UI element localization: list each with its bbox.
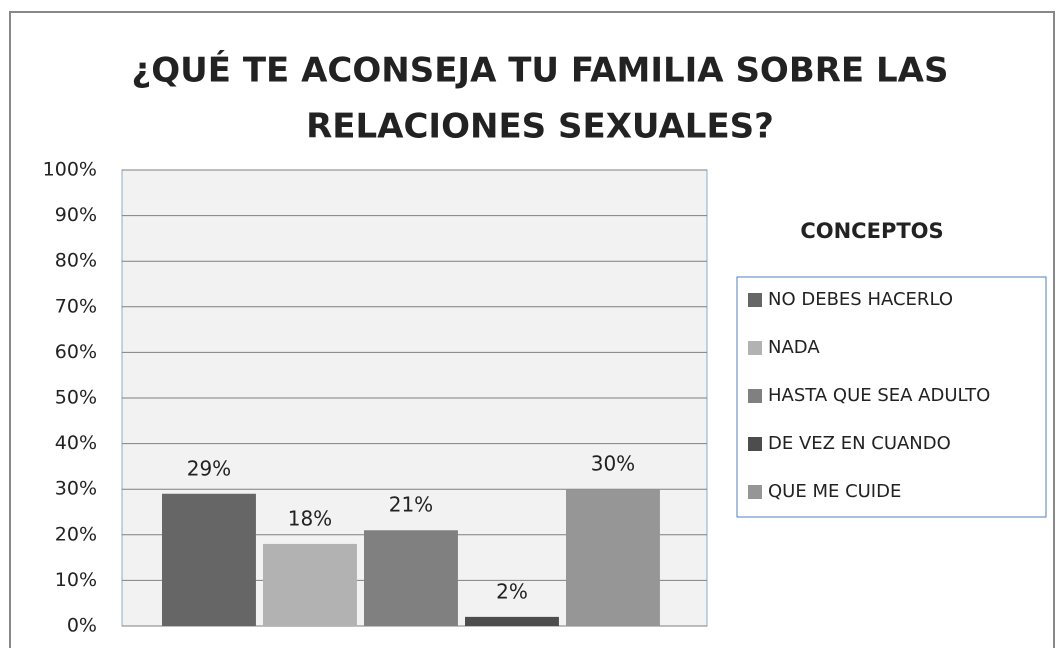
- y-tick-label: 20%: [55, 523, 97, 545]
- bar: [465, 616, 559, 626]
- legend-label: HASTA QUE SEA ADULTO: [768, 385, 990, 406]
- y-tick-label: 100%: [43, 159, 97, 181]
- y-tick-label: 80%: [55, 250, 97, 272]
- legend-swatch: [748, 389, 762, 403]
- y-tick-label: 70%: [55, 295, 97, 317]
- legend-swatch: [748, 437, 762, 451]
- bar: [364, 530, 458, 626]
- legend-title: CONCEPTOS: [800, 219, 943, 243]
- chart-title: RELACIONES SEXUALES?: [306, 107, 774, 147]
- data-label: 30%: [591, 452, 635, 476]
- legend-label: DE VEZ EN CUANDO: [768, 433, 951, 454]
- header-crop: [10, 0, 1054, 11]
- y-tick-label: 60%: [55, 341, 97, 363]
- legend-label: NADA: [768, 337, 820, 358]
- legend-label: NO DEBES HACERLO: [768, 289, 953, 310]
- chart-title: ¿QUÉ TE ACONSEJA TU FAMILIA SOBRE LAS: [132, 50, 949, 91]
- y-tick-label: 50%: [55, 387, 97, 409]
- legend-swatch: [748, 341, 762, 355]
- data-label: 29%: [187, 456, 231, 480]
- legend-swatch: [748, 293, 762, 307]
- data-label: 18%: [288, 506, 332, 530]
- legend-box: [736, 276, 1047, 518]
- bar: [566, 489, 660, 626]
- legend-label: QUE ME CUIDE: [768, 481, 901, 502]
- bar: [162, 493, 256, 626]
- y-tick-label: 40%: [55, 432, 97, 454]
- y-tick-label: 90%: [55, 204, 97, 226]
- data-label: 21%: [389, 493, 433, 517]
- y-tick-label: 10%: [55, 569, 97, 591]
- y-tick-label: 30%: [55, 478, 97, 500]
- y-tick-label: 0%: [67, 615, 97, 637]
- bar: [263, 543, 357, 626]
- legend-swatch: [748, 485, 762, 499]
- data-label: 2%: [496, 579, 528, 603]
